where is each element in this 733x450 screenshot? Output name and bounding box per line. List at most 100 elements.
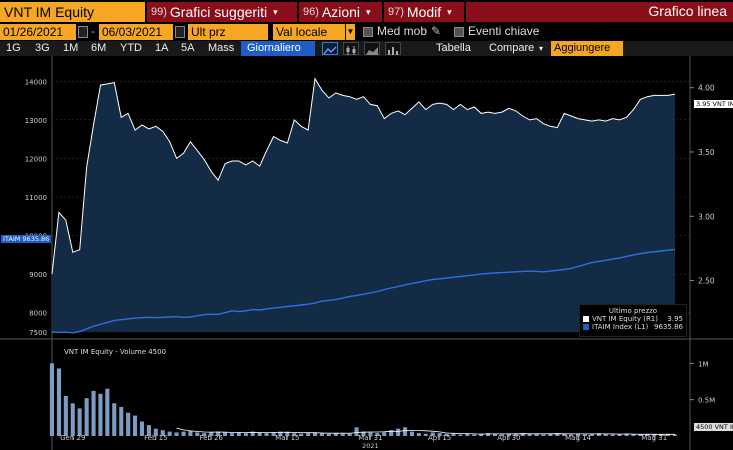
add-security-field[interactable]: Aggiungere xyxy=(551,41,623,56)
volume-bar xyxy=(569,434,574,436)
legend-value: 9635.86 xyxy=(654,323,683,331)
volume-bar xyxy=(596,433,601,436)
calendar-icon[interactable] xyxy=(175,26,185,38)
volume-tick-label: 0.5M xyxy=(698,397,715,405)
volume-bar xyxy=(223,432,228,436)
period-3d[interactable]: 3G xyxy=(35,42,50,54)
volume-bar xyxy=(326,433,331,436)
x-tick-label: Mag 31 xyxy=(641,434,667,442)
period-6m[interactable]: 6M xyxy=(91,42,107,54)
frequency-selector[interactable]: Giornaliero xyxy=(241,41,315,56)
x-tick-label: Feb 26 xyxy=(199,434,223,442)
menu-number: 99) xyxy=(151,6,167,18)
volume-bar xyxy=(229,433,234,436)
volume-bar xyxy=(409,431,414,436)
volume-bar xyxy=(361,431,366,436)
x-tick-label: Mag 14 xyxy=(565,434,591,442)
legend-item-itaim: ITAIM Index (L1) 9635.86 xyxy=(580,323,686,331)
volume-bar xyxy=(423,433,428,436)
period-ytd[interactable]: YTD xyxy=(120,42,142,54)
volume-bar xyxy=(403,427,408,436)
period-1m[interactable]: 1M xyxy=(63,42,79,54)
left-tick-label: 14000 xyxy=(25,78,47,86)
actions-menu[interactable]: 96) Azioni ▾ xyxy=(299,2,382,22)
date-separator: - xyxy=(91,24,95,38)
chart-area: 75008000900010000110001200013000140002.5… xyxy=(0,56,733,450)
volume-bar xyxy=(659,434,664,436)
volume-bar xyxy=(333,433,338,436)
chevron-down-icon[interactable]: ▾ xyxy=(539,44,544,53)
bar-chart-icon[interactable] xyxy=(385,42,401,55)
line-chart-icon[interactable] xyxy=(322,42,338,55)
volume-bar xyxy=(354,427,359,436)
menu-label: Grafici suggeriti xyxy=(169,4,268,20)
volume-bar xyxy=(49,363,54,436)
pencil-icon[interactable]: ✎ xyxy=(431,24,442,38)
moving-average-checkbox[interactable] xyxy=(363,27,373,37)
volume-bar xyxy=(375,433,380,436)
left-tick-label: 13000 xyxy=(25,117,47,125)
volume-bar xyxy=(506,433,511,436)
volume-bar xyxy=(181,431,186,436)
menu-number: 96) xyxy=(303,6,319,18)
currency-field[interactable]: Val locale xyxy=(273,24,345,40)
volume-bar xyxy=(146,425,151,436)
volume-bar xyxy=(299,433,304,436)
candlestick-glyph xyxy=(346,46,356,55)
edit-menu[interactable]: 97) Modif ▾ xyxy=(384,2,464,22)
volume-bar xyxy=(617,434,622,436)
legend-item-vnt: VNT IM Equity (R1) 3.95 xyxy=(580,315,686,323)
right-tick-label: 2.50 xyxy=(698,277,715,286)
candlestick-icon[interactable] xyxy=(343,42,359,55)
volume-bar xyxy=(347,433,352,436)
period-1y[interactable]: 1A xyxy=(155,42,169,54)
volume-bar xyxy=(70,403,75,436)
legend-label: ITAIM Index (L1) xyxy=(592,323,649,331)
ticker-field[interactable]: VNT IM Equity xyxy=(0,2,145,22)
volume-bar xyxy=(534,433,539,436)
x-tick-label: Gen 29 xyxy=(60,434,85,442)
volume-bar xyxy=(666,433,671,436)
start-date-field[interactable]: 01/26/2021 xyxy=(0,24,76,40)
period-1d[interactable]: 1G xyxy=(6,42,21,54)
period-max[interactable]: Mass xyxy=(208,42,235,54)
compare-button[interactable]: Compare xyxy=(489,42,535,54)
key-events-checkbox[interactable] xyxy=(454,27,464,37)
volume-bar xyxy=(458,434,463,436)
end-date-field[interactable]: 06/03/2021 xyxy=(99,24,173,40)
bar-chart-glyph xyxy=(388,47,398,55)
period-5y[interactable]: 5A xyxy=(181,42,195,54)
index-value-tag: ITAIM 9635.86 xyxy=(1,235,52,243)
table-button[interactable]: Tabella xyxy=(436,42,471,54)
volume-bar xyxy=(444,433,449,436)
volume-bar xyxy=(126,412,131,436)
volume-last-tag: 4500 VNT IM Eq xyxy=(694,423,733,431)
volume-bar xyxy=(139,421,144,436)
volume-bar xyxy=(562,433,567,436)
calendar-icon[interactable] xyxy=(78,26,88,38)
volume-bar xyxy=(645,433,650,436)
x-tick-label: Mar 15 xyxy=(275,434,299,442)
volume-tick-label: 1M xyxy=(698,360,709,368)
x-tick-label: Apr 15 xyxy=(428,434,451,442)
suggested-charts-menu[interactable]: 99) Grafici suggeriti ▾ xyxy=(147,2,297,22)
params-bar: 01/26/2021 - 06/03/2021 Ult prz Val loca… xyxy=(0,24,733,41)
area-chart-icon[interactable] xyxy=(364,42,380,55)
chevron-down-icon: ▾ xyxy=(447,6,452,17)
volume-bar xyxy=(167,431,172,436)
volume-bar xyxy=(257,432,262,436)
volume-bar xyxy=(243,433,248,436)
volume-bar xyxy=(382,432,387,436)
volume-bar xyxy=(555,433,560,436)
volume-bar xyxy=(340,433,345,436)
volume-title: VNT IM Equity - Volume 4500 xyxy=(64,348,167,356)
volume-bar xyxy=(133,415,138,436)
chart-type-title: Grafico linea xyxy=(466,2,733,22)
volume-bar xyxy=(63,396,68,436)
volume-bar xyxy=(541,434,546,436)
chevron-down-icon[interactable]: ▼ xyxy=(345,24,355,40)
price-field[interactable]: Ult prz xyxy=(188,24,268,40)
volume-bar xyxy=(416,433,421,436)
volume-bar xyxy=(119,406,124,436)
left-tick-label: 7500 xyxy=(29,329,47,337)
